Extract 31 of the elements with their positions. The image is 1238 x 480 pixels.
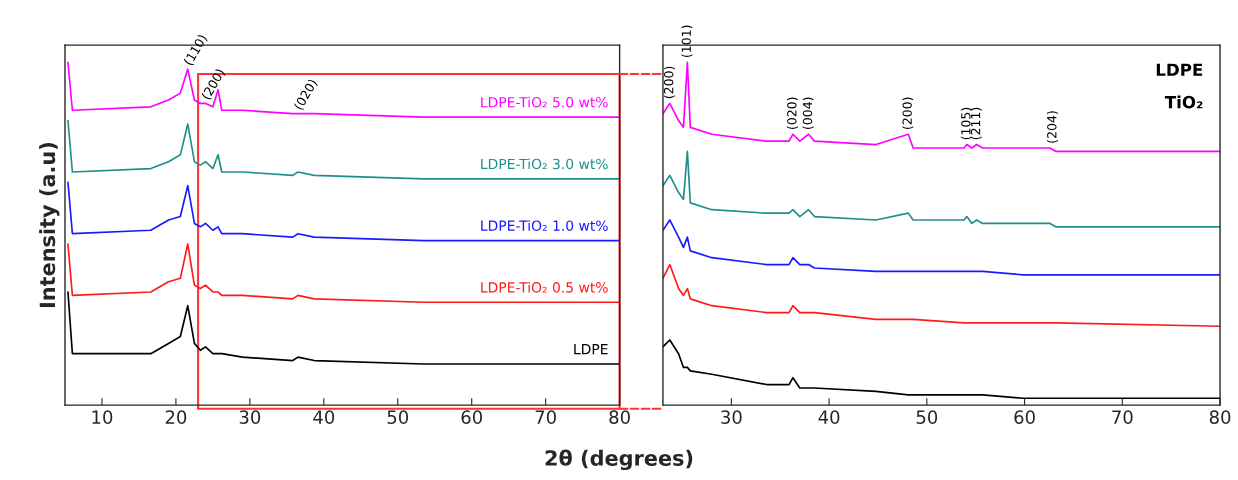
annotation: TiO₂ bbox=[1164, 95, 1203, 109]
annotation: (200) bbox=[663, 66, 675, 99]
series-label: LDPE-TiO₂ 3.0 wt% bbox=[481, 158, 608, 170]
series-label: LDPE-TiO₂ 5.0 wt% bbox=[481, 96, 608, 108]
x-tick-label: 70 bbox=[1112, 410, 1133, 424]
x-tick-label: 60 bbox=[461, 410, 483, 424]
x-tick-label: 50 bbox=[916, 410, 938, 424]
annotation: LDPE bbox=[1156, 63, 1203, 76]
x-axis-title: 2θ (degrees) bbox=[545, 449, 693, 471]
series-label: LDPE bbox=[574, 344, 608, 355]
x-tick-label: 30 bbox=[721, 410, 742, 424]
x-tick-label: 40 bbox=[313, 410, 335, 424]
annotation: (200) bbox=[902, 97, 914, 130]
x-tick-label: 70 bbox=[535, 410, 556, 424]
annotation: (020) bbox=[786, 97, 799, 130]
y-axis-title: Intensity (a.u) bbox=[39, 143, 60, 308]
annotation: (204) bbox=[1046, 111, 1059, 143]
x-tick-label: 60 bbox=[1014, 410, 1035, 424]
annotation: (004) bbox=[802, 97, 814, 130]
series-label: LDPE-TiO₂ 0.5 wt% bbox=[481, 281, 608, 293]
x-tick-label: 80 bbox=[609, 410, 630, 424]
x-tick-label: 30 bbox=[239, 410, 261, 424]
annotation: (101) bbox=[681, 25, 693, 58]
annotation: (105) bbox=[960, 107, 973, 140]
annotation: (211) bbox=[970, 107, 982, 140]
x-tick-label: 20 bbox=[165, 410, 187, 424]
x-tick-label: 40 bbox=[818, 410, 840, 424]
series-label: LDPE-TiO₂ 1.0 wt% bbox=[481, 220, 608, 231]
x-tick-label: 80 bbox=[1209, 410, 1231, 424]
x-tick-label: 10 bbox=[92, 410, 113, 424]
x-tick-label: 50 bbox=[387, 410, 409, 424]
